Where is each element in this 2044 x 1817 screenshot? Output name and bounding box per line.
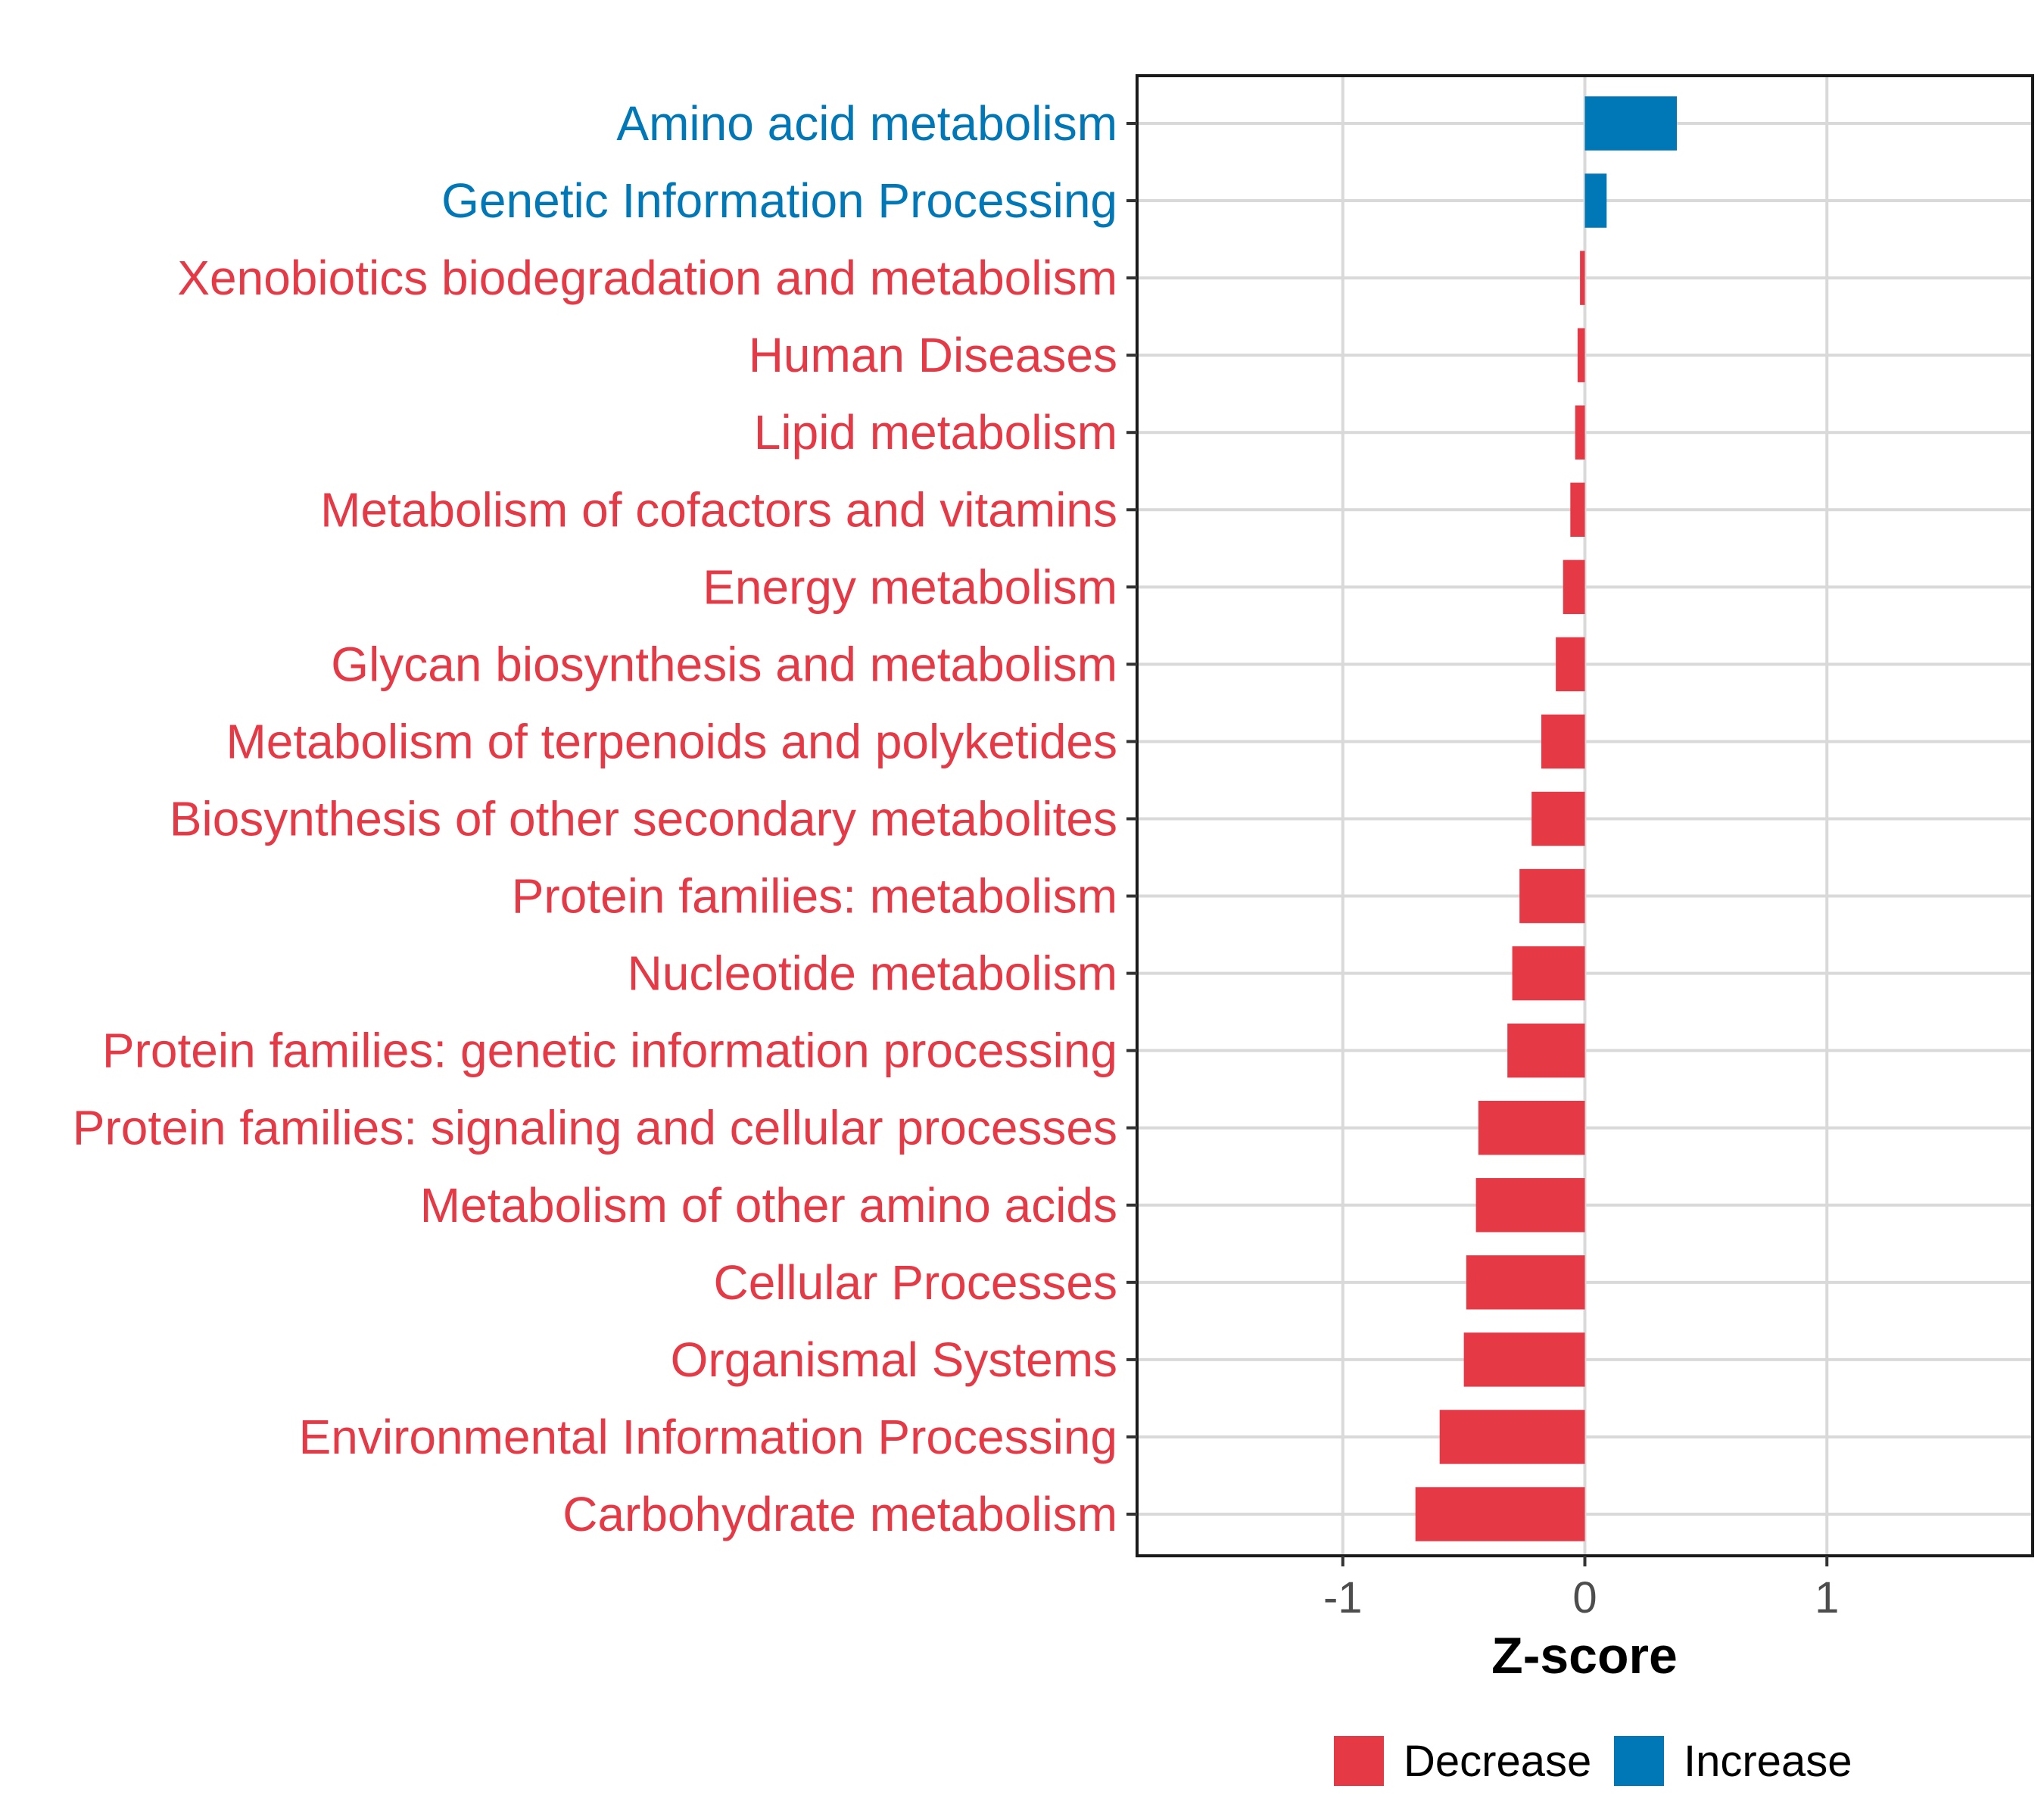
- bar-11: [1512, 946, 1585, 1001]
- bar-18: [1415, 1487, 1585, 1541]
- category-label: Metabolism of cofactors and vitamins: [320, 482, 1117, 537]
- category-label: Protein families: metabolism: [512, 869, 1117, 924]
- bar-9: [1531, 791, 1585, 846]
- category-label: Metabolism of terpenoids and polyketides: [226, 714, 1117, 768]
- bar-15: [1466, 1255, 1585, 1310]
- category-label: Environmental Information Processing: [299, 1410, 1117, 1464]
- category-label: Carbohydrate metabolism: [562, 1487, 1117, 1541]
- bar-5: [1570, 482, 1585, 537]
- category-label: Protein families: genetic information pr…: [102, 1024, 1117, 1078]
- bar-12: [1507, 1023, 1585, 1078]
- bar-14: [1475, 1178, 1585, 1233]
- category-label: Nucleotide metabolism: [628, 946, 1117, 1001]
- bar-10: [1519, 868, 1585, 924]
- bar-8: [1541, 714, 1585, 769]
- category-label: Biosynthesis of other secondary metaboli…: [170, 792, 1117, 846]
- bar-16: [1463, 1332, 1585, 1387]
- bar-0: [1584, 96, 1677, 151]
- legend-label-decrease: Decrease: [1404, 1737, 1591, 1786]
- category-label: Energy metabolism: [703, 559, 1117, 614]
- x-axis-title: Z-score: [1491, 1627, 1678, 1685]
- bar-1: [1584, 173, 1607, 228]
- category-label: Organismal Systems: [671, 1332, 1117, 1387]
- legend-swatch-increase: [1614, 1736, 1664, 1786]
- legend: Decrease Increase: [1334, 1736, 1852, 1786]
- bar-2: [1580, 251, 1585, 305]
- bar-6: [1563, 559, 1585, 615]
- bar-4: [1575, 405, 1585, 460]
- category-label: Metabolism of other amino acids: [420, 1178, 1117, 1233]
- legend-label-increase: Increase: [1684, 1737, 1852, 1786]
- category-label: Cellular Processes: [713, 1255, 1117, 1310]
- category-label: Human Diseases: [749, 328, 1117, 382]
- bars: [1415, 96, 1677, 1541]
- category-label: Genetic Information Processing: [441, 173, 1117, 228]
- category-label: Lipid metabolism: [754, 405, 1117, 460]
- category-label: Glycan biosynthesis and metabolism: [331, 637, 1117, 691]
- category-label: Amino acid metabolism: [616, 96, 1117, 151]
- bar-17: [1439, 1410, 1585, 1464]
- legend-swatch-decrease: [1334, 1736, 1384, 1786]
- category-label: Xenobiotics biodegradation and metabolis…: [177, 251, 1117, 305]
- bar-13: [1478, 1101, 1585, 1155]
- axes: -1 0 1: [1126, 74, 2034, 1622]
- bar-3: [1577, 328, 1585, 382]
- x-tick-label: 0: [1572, 1573, 1597, 1622]
- category-label: Protein families: signaling and cellular…: [73, 1101, 1117, 1155]
- bar-7: [1556, 637, 1585, 692]
- x-tick-label: -1: [1323, 1573, 1363, 1622]
- x-tick-label: 1: [1815, 1573, 1839, 1622]
- category-labels: Amino acid metabolism Genetic Information…: [73, 96, 1117, 1541]
